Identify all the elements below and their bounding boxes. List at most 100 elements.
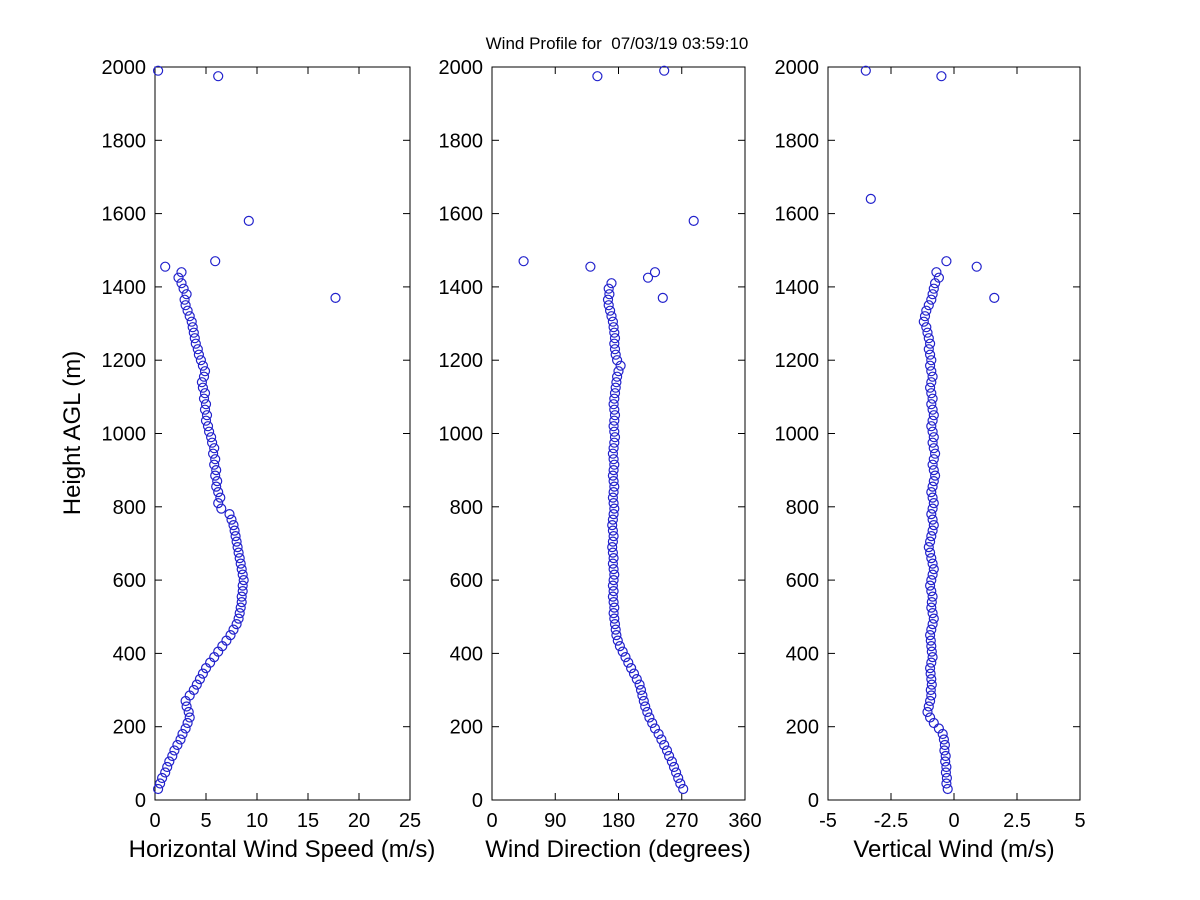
data-point <box>607 558 619 569</box>
xlabel-wind-direction: Wind Direction (degrees) <box>485 836 751 863</box>
data-point <box>160 767 171 778</box>
data-point <box>923 344 934 355</box>
data-point <box>592 71 603 82</box>
data-point <box>609 393 620 404</box>
data-point <box>188 684 199 696</box>
x-tick-label: 0 <box>149 810 160 832</box>
data-point <box>657 292 668 303</box>
data-point <box>609 613 620 624</box>
data-point <box>609 388 621 399</box>
data-point <box>603 300 614 311</box>
data-point <box>928 283 939 294</box>
data-point <box>607 514 619 525</box>
data-point <box>637 690 648 701</box>
data-point <box>608 399 619 410</box>
data-point <box>614 640 626 652</box>
data-point <box>631 673 642 685</box>
data-point <box>609 602 620 613</box>
data-point <box>187 322 198 333</box>
data-point <box>202 421 214 432</box>
data-point <box>607 525 619 536</box>
data-point <box>860 65 871 76</box>
data-point <box>989 292 1000 303</box>
data-point <box>237 580 248 591</box>
data-point <box>926 690 937 701</box>
data-point <box>939 745 950 756</box>
data-point <box>609 338 620 349</box>
data-point <box>231 618 242 630</box>
data-point <box>609 503 620 514</box>
data-point <box>924 712 936 723</box>
data-point <box>933 723 945 734</box>
data-point <box>929 448 941 459</box>
data-point <box>180 300 191 311</box>
data-point <box>928 443 939 454</box>
data-point <box>609 432 621 443</box>
y-tick-label: 400 <box>113 643 146 665</box>
data-point <box>209 443 220 454</box>
y-tick-label: 1600 <box>102 204 147 226</box>
x-tick-label: 2.5 <box>1003 810 1031 832</box>
data-point <box>928 613 939 624</box>
data-point <box>196 377 207 388</box>
data-point <box>926 487 937 498</box>
y-tick-label: 400 <box>450 643 483 665</box>
data-point <box>609 327 620 338</box>
data-point <box>927 558 938 569</box>
data-point <box>200 399 212 410</box>
data-point <box>942 783 953 795</box>
data-point <box>211 481 222 492</box>
data-point <box>226 514 237 525</box>
data-point <box>670 767 682 778</box>
data-point <box>176 267 187 278</box>
data-point <box>925 668 936 679</box>
data-point <box>926 530 937 542</box>
data-point <box>649 723 661 734</box>
data-point <box>182 717 193 729</box>
data-point <box>233 613 244 624</box>
data-point <box>927 591 938 602</box>
xlabel-vertical-wind: Vertical Wind (m/s) <box>853 836 1055 863</box>
data-point <box>608 443 619 454</box>
data-point <box>927 289 938 300</box>
data-point <box>927 569 938 580</box>
data-point <box>927 426 938 437</box>
data-point <box>926 388 937 399</box>
data-point <box>610 624 621 635</box>
data-point <box>199 388 211 399</box>
data-point <box>607 316 619 327</box>
data-point <box>231 536 242 547</box>
data-point <box>216 503 227 514</box>
data-point <box>180 723 191 734</box>
data-point <box>929 278 941 289</box>
y-tick-label: 1200 <box>102 350 147 372</box>
x-tick-label: 270 <box>665 810 698 832</box>
data-point <box>213 487 224 498</box>
data-point <box>921 322 932 333</box>
data-point <box>609 344 621 355</box>
data-point <box>611 355 623 366</box>
data-point <box>208 448 219 459</box>
x-tick-label: 20 <box>348 810 370 832</box>
xlabel-horizontal-wind-speed: Horizontal Wind Speed (m/s) <box>128 836 436 863</box>
data-point <box>238 574 249 586</box>
y-tick-label: 1800 <box>775 130 820 152</box>
data-point <box>210 454 221 465</box>
data-point <box>228 519 239 531</box>
data-point <box>608 607 619 619</box>
y-tick-label: 0 <box>808 790 819 812</box>
x-tick-label: 0 <box>948 810 959 832</box>
data-point <box>661 745 673 756</box>
data-point <box>228 624 239 635</box>
data-point <box>162 761 173 773</box>
data-point <box>179 294 190 305</box>
ylabel-height-agl: Height AGL (m) <box>59 350 86 516</box>
data-point <box>923 541 934 553</box>
data-point <box>232 541 243 553</box>
data-point <box>607 547 619 558</box>
y-tick-label: 200 <box>786 717 819 739</box>
data-point <box>608 421 619 432</box>
data-point <box>925 635 936 646</box>
data-point <box>865 193 876 204</box>
